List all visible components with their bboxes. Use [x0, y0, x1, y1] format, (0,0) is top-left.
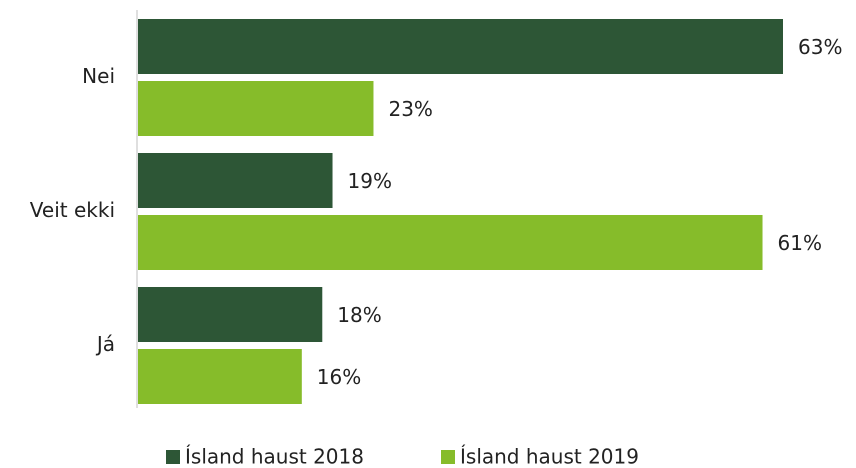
legend-swatch [166, 450, 180, 464]
data-label: 19% [348, 169, 392, 193]
bar [138, 287, 323, 342]
legend-label: Ísland haust 2019 [460, 445, 639, 468]
bar [138, 215, 763, 270]
data-label: 16% [317, 365, 361, 389]
y-tick-label: Já [95, 332, 115, 356]
bar [138, 349, 302, 404]
legend-swatch [441, 450, 455, 464]
bar [138, 19, 783, 74]
y-tick-label: Nei [82, 64, 115, 88]
bar [138, 153, 333, 208]
data-label: 18% [337, 303, 381, 327]
y-tick-label: Veit ekki [30, 198, 115, 222]
data-label: 61% [778, 231, 822, 255]
data-label: 63% [798, 35, 842, 59]
data-label: 23% [388, 97, 432, 121]
bar [138, 81, 374, 136]
legend-label: Ísland haust 2018 [185, 445, 364, 468]
